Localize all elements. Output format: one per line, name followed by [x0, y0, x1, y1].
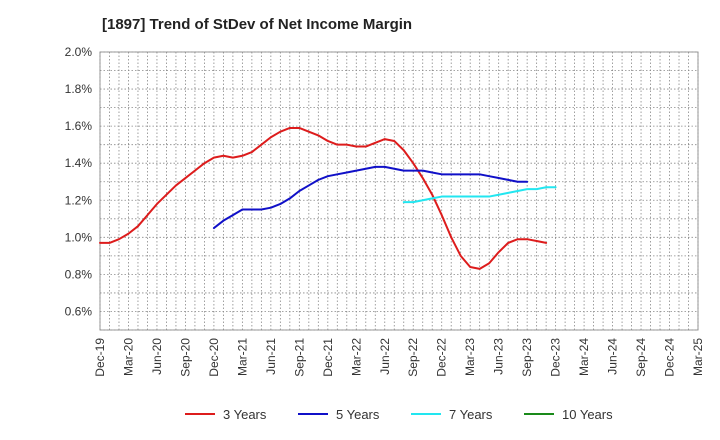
y-tick-label: 1.8% [65, 82, 93, 96]
y-axis: 0.6% 0.8% 1.0% 1.2% 1.4% 1.6% 1.8% 2.0% [65, 45, 93, 318]
x-tick-label: Mar-23 [463, 338, 477, 376]
x-tick-label: Mar-22 [349, 338, 363, 376]
y-tick-label: 0.8% [65, 267, 93, 281]
x-tick-label: Dec-21 [321, 338, 335, 377]
x-tick-label: Mar-20 [121, 338, 135, 376]
y-tick-label: 1.4% [65, 156, 93, 170]
y-tick-label: 1.0% [65, 230, 93, 244]
x-tick-label: Jun-20 [150, 338, 164, 375]
x-tick-label: Sep-22 [406, 338, 420, 377]
series-line-7-years [402, 186, 557, 204]
x-tick-label: Sep-21 [292, 338, 306, 377]
x-tick-label: Dec-23 [549, 338, 563, 377]
x-axis: Dec-19 Mar-20 Jun-20 Sep-20 Dec-20 Mar-21 Jun-… [93, 338, 705, 377]
x-tick-label: Sep-23 [520, 338, 534, 377]
series-layer [99, 126, 557, 270]
plot-area [99, 51, 699, 331]
x-tick-label: Mar-25 [691, 338, 705, 376]
x-tick-label: Jun-23 [492, 338, 506, 375]
plot-frame [99, 51, 699, 331]
y-tick-label: 1.2% [65, 193, 93, 207]
x-tick-label: Sep-20 [178, 338, 192, 377]
legend-label: 7 Years [449, 407, 493, 422]
x-tick-label: Jun-21 [264, 338, 278, 375]
y-tick-label: 1.6% [65, 119, 93, 133]
x-tick-label: Mar-21 [235, 338, 249, 376]
legend-label: 5 Years [336, 407, 380, 422]
legend: 3 Years 5 Years 7 Years 10 Years [185, 407, 613, 422]
x-tick-label: Jun-22 [378, 338, 392, 375]
x-tick-label: Dec-24 [663, 338, 677, 377]
x-tick-label: Dec-19 [93, 338, 107, 377]
x-tick-label: Sep-24 [634, 338, 648, 377]
series-line-5-years [212, 165, 529, 230]
series-line-3-years [99, 126, 548, 270]
x-tick-label: Mar-24 [577, 338, 591, 376]
x-tick-label: Dec-22 [435, 338, 449, 377]
chart-title: [1897] Trend of StDev of Net Income Marg… [102, 16, 412, 33]
y-tick-label: 0.6% [65, 304, 93, 318]
x-tick-label: Jun-24 [606, 338, 620, 375]
y-tick-label: 2.0% [65, 45, 93, 59]
legend-label: 3 Years [223, 407, 267, 422]
legend-label: 10 Years [562, 407, 613, 422]
x-tick-label: Dec-20 [207, 338, 221, 377]
